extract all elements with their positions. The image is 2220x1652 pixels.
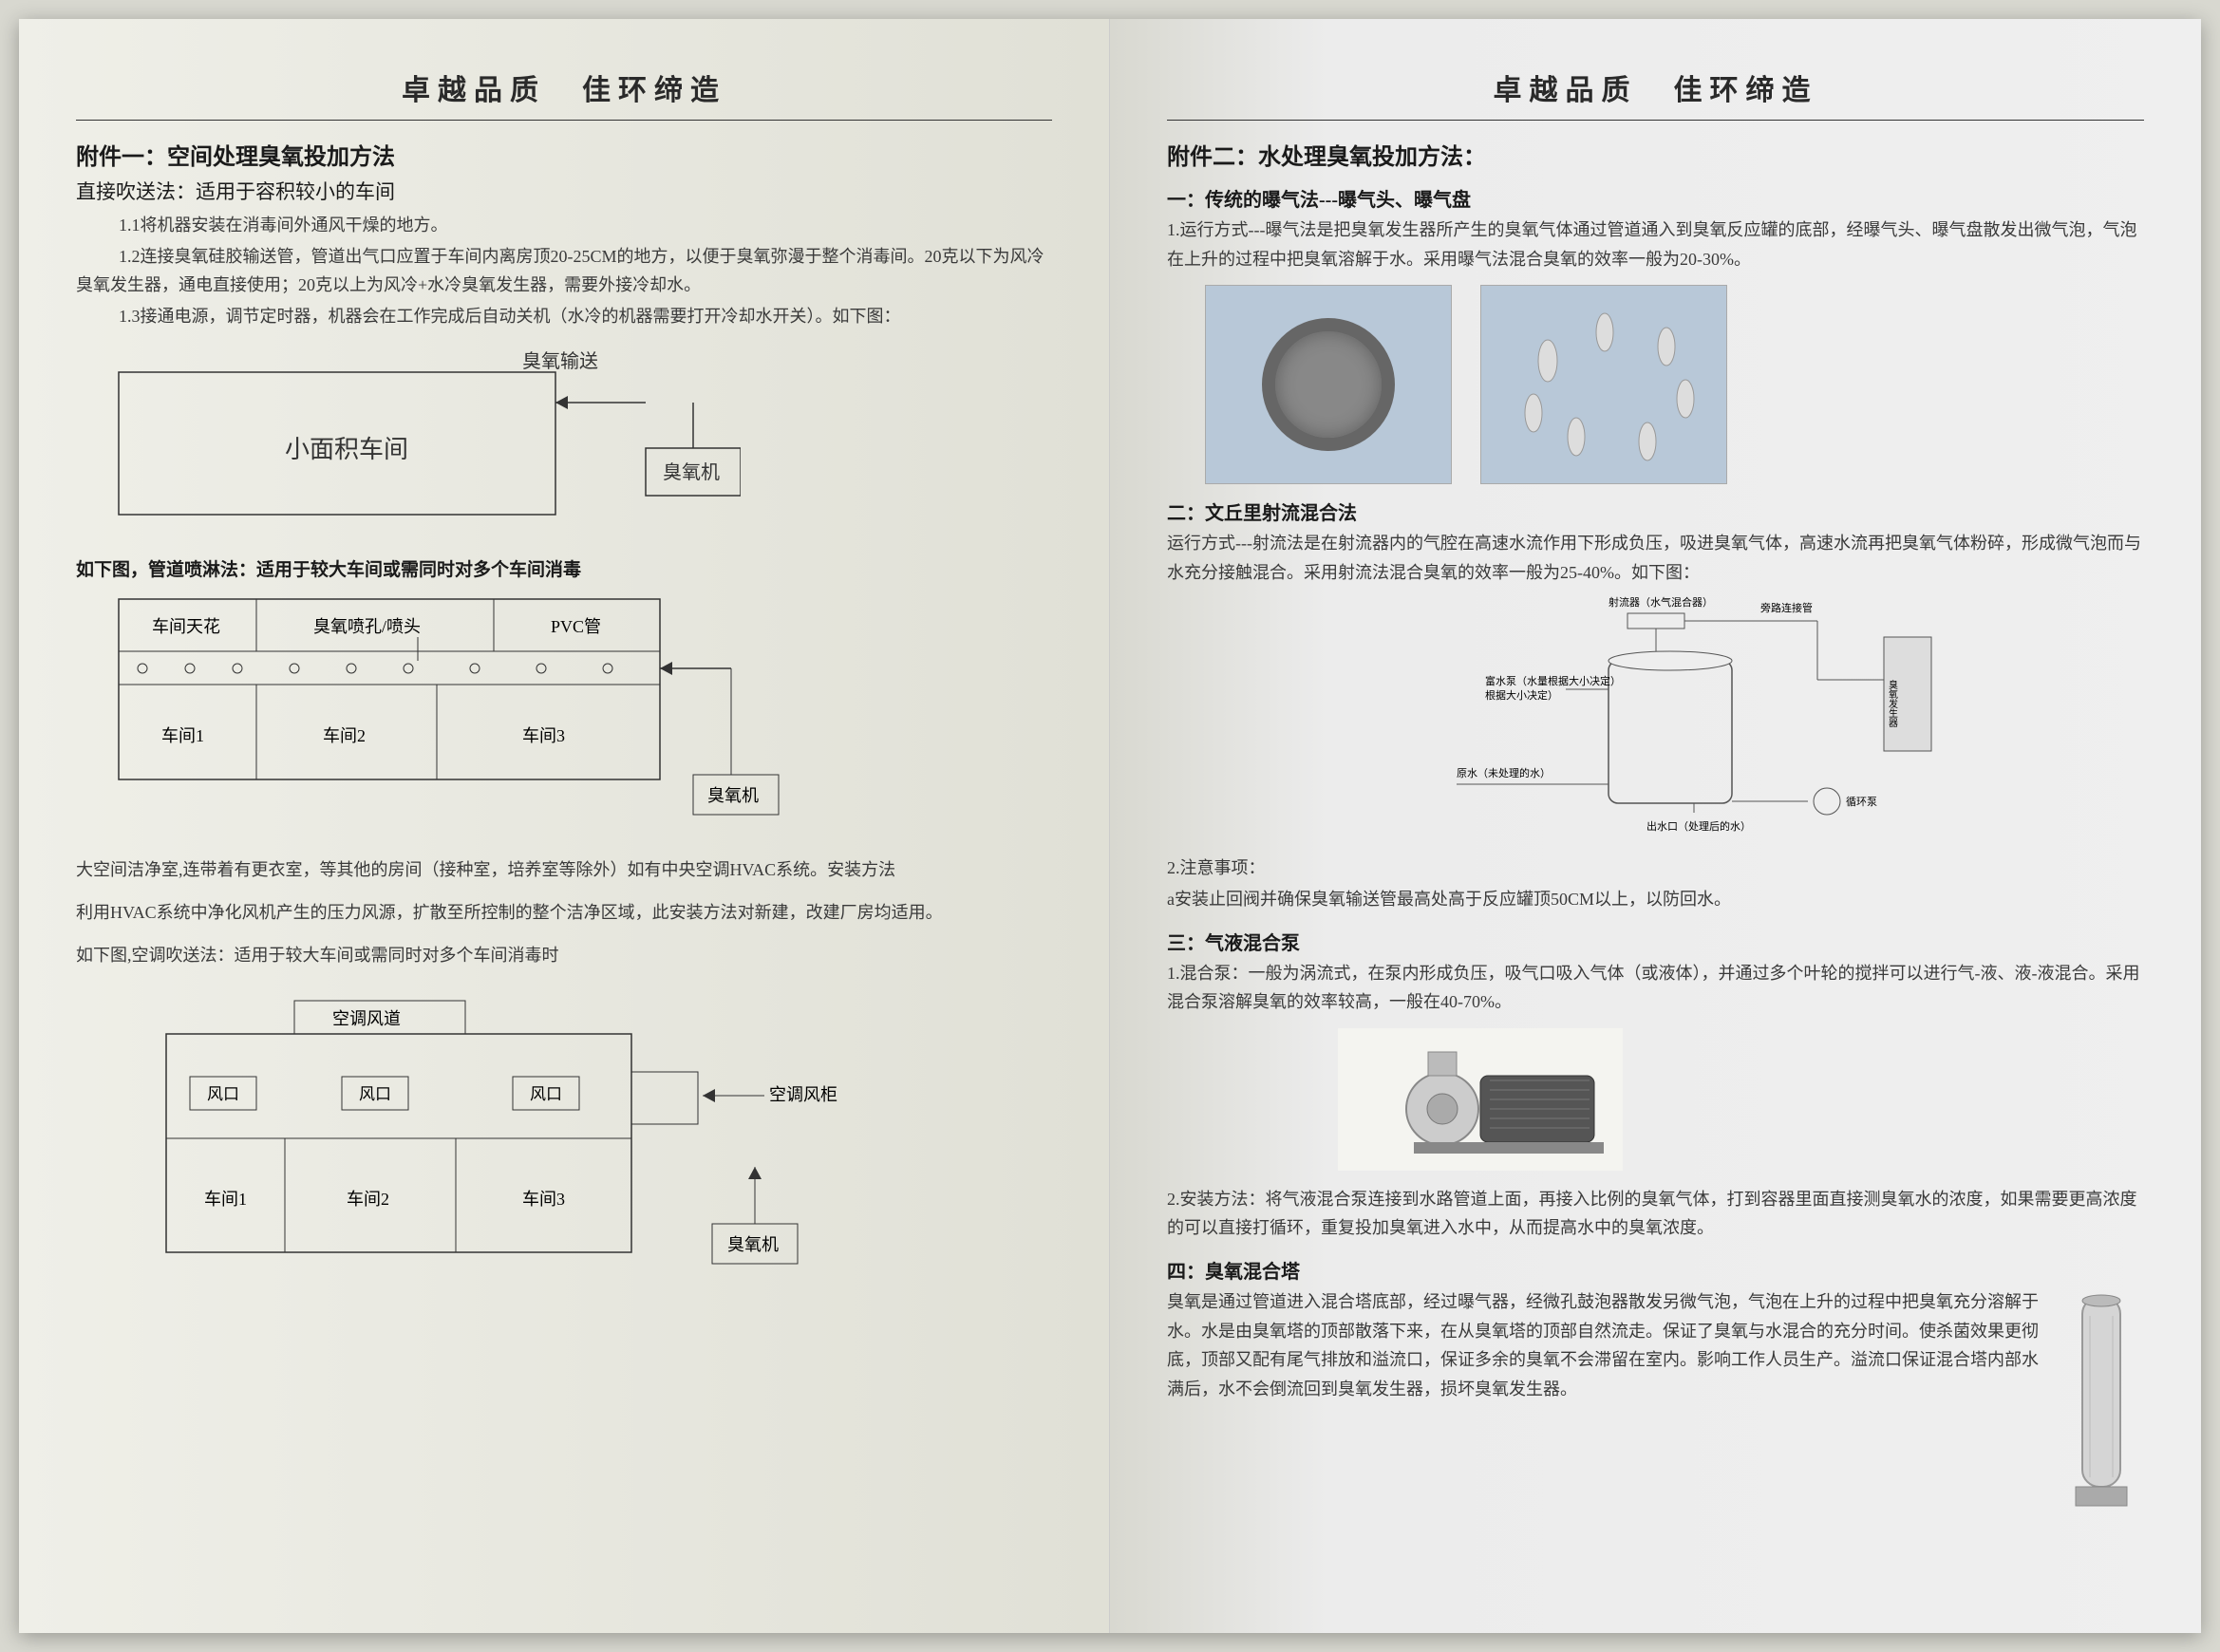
svg-text:射流器（水气混合器）: 射流器（水气混合器） (1609, 595, 1713, 609)
svg-text:富水泵（水量根据大小决定）: 富水泵（水量根据大小决定） (1485, 674, 1621, 687)
step-1-3: 1.3接通电源，调节定时器，机器会在工作完成后自动关机（水冷的机器需要打开冷却水… (76, 302, 1052, 331)
method4-title: 四：臭氧混合塔 (1167, 1256, 2144, 1284)
diagram-hvac: 空调风道 风口 风口 风口 车间1 车间2 车间3 空调风柜 臭氧机 (161, 996, 1052, 1286)
step-1-2: 1.2连接臭氧硅胶输送管，管道出气口应置于车间内离房顶20-25CM的地方，以便… (76, 242, 1052, 300)
svg-text:车间1: 车间1 (204, 1190, 247, 1209)
svg-text:车间天花: 车间天花 (152, 617, 220, 636)
svg-text:车间1: 车间1 (161, 726, 204, 745)
pump-photo (1338, 1028, 2144, 1175)
svg-text:风口: 风口 (530, 1085, 562, 1103)
appendix2-title: 附件二：水处理臭氧投加方法： (1167, 138, 2144, 171)
svg-text:空调风柜: 空调风柜 (769, 1085, 837, 1104)
method2-note: a安装止回阀并确保臭氧输送管最高处高于反应罐顶50CM以上，以防回水。 (1167, 885, 2144, 914)
page-right: 卓越品质 佳环缔造 附件二：水处理臭氧投加方法： 一：传统的曝气法---曝气头、… (1110, 19, 2201, 1633)
svg-text:臭氧喷孔/喷头: 臭氧喷孔/喷头 (313, 617, 421, 636)
svg-text:臭氧机: 臭氧机 (663, 461, 720, 483)
svg-text:根据大小决定）: 根据大小决定） (1485, 688, 1558, 702)
method1-title: 一：传统的曝气法---曝气头、曝气盘 (1167, 184, 2144, 212)
method4-text: 臭氧是通过管道进入混合塔底部，经过曝气器，经微孔鼓泡器散发另微气泡，气泡在上升的… (1167, 1287, 2041, 1403)
mixing-tower-photo (2059, 1287, 2144, 1520)
svg-text:循环泵: 循环泵 (1846, 796, 1877, 808)
appendix1-title: 附件一：空间处理臭氧投加方法 (76, 138, 1052, 171)
aeration-disc-photo (1205, 285, 1452, 484)
svg-text:臭氧机: 臭氧机 (707, 786, 759, 805)
method3-install: 2.安装方法：将气液混合泵连接到水路管道上面，再接入比例的臭氧气体，打到容器里面… (1167, 1185, 2144, 1243)
caption-spray: 如下图，管道喷淋法：适用于较大车间或需同时对多个车间消毒 (76, 555, 1052, 581)
svg-text:出水口（处理后的水）: 出水口（处理后的水） (1646, 819, 1751, 833)
method3-title: 三：气液混合泵 (1167, 928, 2144, 955)
aeration-heads-photo (1480, 285, 1727, 484)
svg-text:风口: 风口 (359, 1085, 391, 1103)
svg-text:臭氧机: 臭氧机 (727, 1235, 779, 1254)
aeration-photos (1205, 285, 2144, 484)
method1-text: 1.运行方式---曝气法是把臭氧发生器所产生的臭氧气体通过管道通入到臭氧反应罐的… (1167, 216, 2144, 273)
svg-text:原水（未处理的水）: 原水（未处理的水） (1457, 766, 1551, 779)
page-header-right: 卓越品质 佳环缔造 (1167, 66, 2144, 121)
svg-text:旁路连接管: 旁路连接管 (1760, 601, 1813, 614)
svg-text:PVC管: PVC管 (551, 617, 601, 636)
svg-text:车间3: 车间3 (522, 1190, 565, 1209)
svg-text:车间2: 车间2 (347, 1190, 389, 1209)
direct-blow-title: 直接吹送法：适用于容积较小的车间 (76, 177, 1052, 205)
hvac-para1: 大空间洁净室,连带着有更衣室，等其他的房间（接种室，培养室等除外）如有中央空调H… (76, 855, 1052, 885)
room-label: 小面积车间 (285, 436, 408, 463)
svg-text:臭氧输送: 臭氧输送 (522, 350, 598, 372)
method2-text: 运行方式---射流法是在射流器内的气腔在高速水流作用下形成负压，吸进臭氧气体，高… (1167, 529, 2144, 587)
step-1-1: 1.1将机器安装在消毒间外通风干燥的地方。 (76, 211, 1052, 240)
svg-text:空调风道: 空调风道 (332, 1009, 401, 1028)
diagram-pipe-spray: 车间天花 臭氧喷孔/喷头 PVC管 车间1 车间2 车间3 (114, 594, 1052, 827)
caption-ac: 如下图,空调吹送法：适用于较大车间或需同时对多个车间消毒时 (76, 941, 1052, 970)
svg-text:车间3: 车间3 (522, 726, 565, 745)
page-header-left: 卓越品质 佳环缔造 (76, 66, 1052, 121)
document-spread: 卓越品质 佳环缔造 附件一：空间处理臭氧投加方法 直接吹送法：适用于容积较小的车… (19, 19, 2201, 1633)
method2-note-title: 2.注意事项： (1167, 854, 2144, 883)
svg-text:车间2: 车间2 (323, 726, 366, 745)
venturi-diagram: 射流器（水气混合器） 旁路连接管 臭氧发生器 富水泵（水量根据大小决定） 根据大… (1409, 594, 1903, 846)
page-left: 卓越品质 佳环缔造 附件一：空间处理臭氧投加方法 直接吹送法：适用于容积较小的车… (19, 19, 1110, 1633)
method3-text: 1.混合泵：一般为涡流式，在泵内形成负压，吸气口吸入气体（或液体），并通过多个叶… (1167, 959, 2144, 1017)
hvac-para2: 利用HVAC系统中净化风机产生的压力风源，扩散至所控制的整个洁净区域，此安装方法… (76, 898, 1052, 928)
svg-text:风口: 风口 (207, 1085, 239, 1103)
svg-text:臭氧发生器: 臭氧发生器 (1886, 679, 1897, 728)
method2-title: 二：文丘里射流混合法 (1167, 497, 2144, 525)
diagram-small-room: 小面积车间 臭氧输送 臭氧机 (114, 344, 1052, 538)
